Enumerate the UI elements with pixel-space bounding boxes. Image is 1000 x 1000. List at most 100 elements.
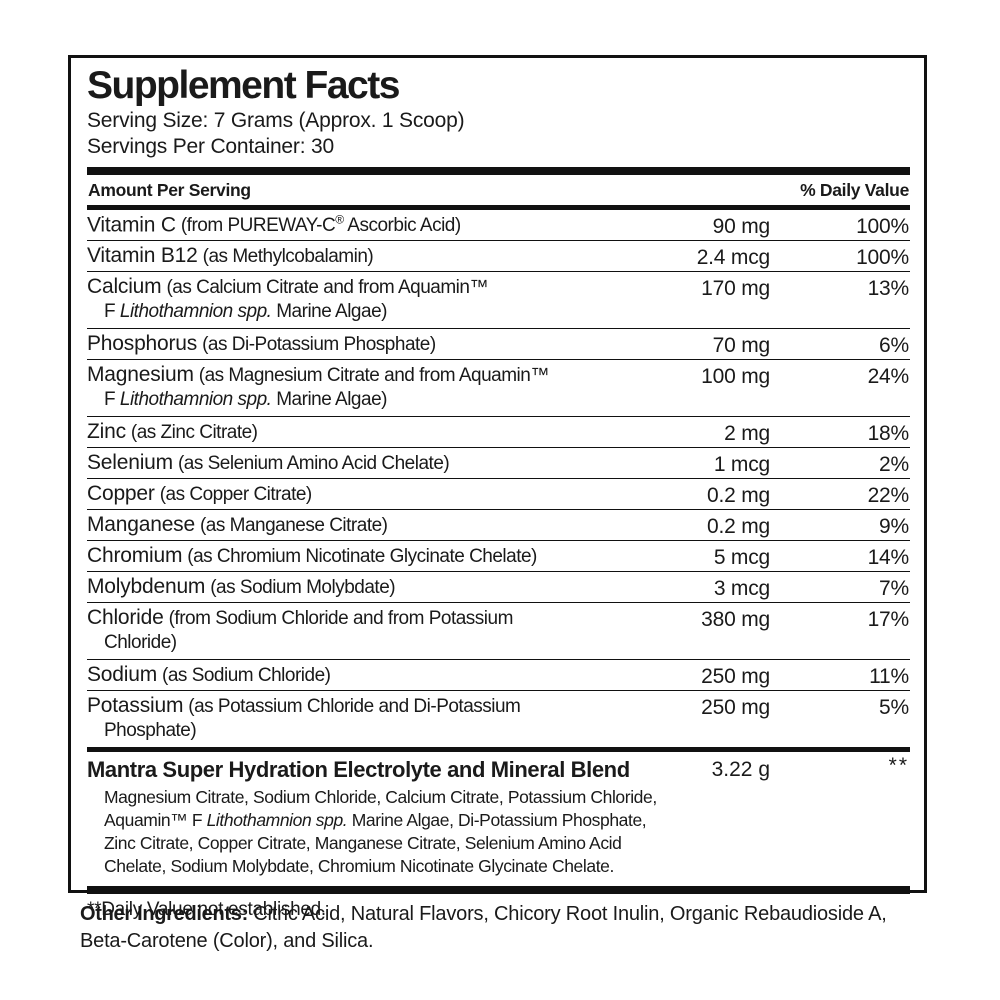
nutrient-row-manganese: Manganese (as Manganese Citrate) 0.2 mg 9…	[87, 509, 910, 540]
amount-per-serving-header: Amount Per Serving	[88, 180, 251, 200]
nutrient-name: Calcium	[87, 275, 162, 299]
nutrient-detail: (as Sodium Molybdate)	[210, 577, 396, 599]
blend-ingredient-line: Magnesium Citrate, Sodium Chloride, Calc…	[104, 787, 657, 808]
nutrient-detail-line2: Chloride)	[104, 632, 177, 654]
nutrient-detail: (as Selenium Amino Acid Chelate)	[177, 453, 450, 475]
nutrient-rows: Vitamin C (from PUREWAY-C® Ascorbic Acid)…	[87, 210, 910, 747]
nutrient-detail: (as Methylcobalamin)	[202, 246, 374, 268]
nutrient-detail: (as Sodium Chloride)	[162, 665, 331, 687]
serving-size: Serving Size: 7 Grams (Approx. 1 Scoop)	[87, 109, 465, 132]
divider-medium-blend	[87, 747, 910, 753]
blend-dv: **	[888, 754, 909, 778]
nutrient-amount: 70 mg	[712, 334, 771, 358]
nutrient-name: Manganese	[87, 513, 195, 537]
blend-ingredients: Magnesium Citrate, Sodium Chloride, Calc…	[104, 786, 910, 878]
nutrient-name: Potassium	[87, 694, 184, 718]
nutrient-row-phosphorus: Phosphorus (as Di-Potassium Phosphate) 70…	[87, 328, 910, 359]
nutrient-detail-line2: F Lithothamnion spp. Marine Algae)	[104, 301, 387, 323]
nutrient-row-selenium: Selenium (as Selenium Amino Acid Chelate)…	[87, 447, 910, 478]
other-ingredients-text: Citric Acid, Natural Flavors, Chicory Ro…	[80, 903, 887, 952]
nutrient-row-molybdenum: Molybdenum (as Sodium Molybdate) 3 mcg 7%	[87, 571, 910, 602]
daily-value-footnote: **Daily Value not established.	[87, 899, 326, 921]
nutrient-amount: 2 mg	[724, 422, 770, 446]
nutrient-dv: 24%	[867, 365, 910, 389]
nutrient-detail: (as Chromium Nicotinate Glycinate Chelat…	[187, 546, 537, 568]
nutrient-amount: 100 mg	[701, 365, 770, 389]
supplement-facts-panel: Supplement Facts Serving Size: 7 Grams (…	[68, 55, 927, 920]
nutrient-detail: (as Calcium Citrate and from Aquamin™	[166, 277, 488, 299]
nutrient-detail: (as Magnesium Citrate and from Aquamin™	[198, 365, 550, 387]
blend-name: Mantra Super Hydration Electrolyte and M…	[87, 757, 630, 783]
nutrient-dv: 22%	[867, 484, 910, 508]
nutrient-amount: 380 mg	[701, 608, 770, 632]
nutrient-dv: 14%	[867, 546, 910, 570]
nutrient-amount: 2.4 mcg	[696, 246, 771, 270]
nutrient-detail-line2: Phosphate)	[104, 720, 197, 742]
nutrient-name: Phosphorus	[87, 332, 198, 356]
nutrient-detail: (from PUREWAY-C® Ascorbic Acid)	[180, 213, 461, 237]
divider-thick-top	[87, 167, 910, 175]
nutrient-dv: 11%	[869, 665, 909, 689]
other-ingredients: Other Ingredients: Citric Acid, Natural …	[80, 901, 926, 955]
nutrient-detail: (as Potassium Chloride and Di-Potassium	[188, 696, 521, 718]
blend-ingredient-line: Zinc Citrate, Copper Citrate, Manganese …	[104, 833, 622, 854]
nutrient-name: Molybdenum	[87, 575, 206, 599]
nutrient-dv: 100%	[856, 215, 909, 238]
nutrient-detail: (from Sodium Chloride and from Potassium	[168, 608, 514, 630]
nutrient-dv: 9%	[879, 515, 909, 539]
nutrient-amount: 0.2 mg	[707, 484, 770, 508]
nutrient-detail: (as Di-Potassium Phosphate)	[202, 334, 436, 356]
nutrient-detail: (as Manganese Citrate)	[199, 515, 388, 537]
nutrient-amount: 1 mcg	[713, 453, 770, 477]
nutrient-row-vitamin-c: Vitamin C (from PUREWAY-C® Ascorbic Acid)…	[87, 210, 910, 240]
nutrient-name: Zinc	[87, 420, 126, 444]
nutrient-amount: 170 mg	[701, 277, 770, 301]
other-ingredients-label: Other Ingredients:	[80, 903, 248, 925]
nutrient-dv: 17%	[867, 608, 910, 632]
column-header-row: Amount Per Serving % Daily Value	[87, 175, 910, 205]
nutrient-row-potassium: Potassium (as Potassium Chloride and Di-P…	[87, 690, 910, 747]
nutrient-amount: 250 mg	[701, 696, 770, 720]
nutrient-amount: 0.2 mg	[707, 515, 770, 539]
nutrient-row-chloride: Chloride (from Sodium Chloride and from P…	[87, 602, 910, 659]
nutrient-name: Chromium	[87, 544, 183, 568]
nutrient-row-calcium: Calcium (as Calcium Citrate and from Aqua…	[87, 271, 910, 328]
nutrient-detail: (as Copper Citrate)	[159, 484, 313, 506]
nutrient-dv: 5%	[879, 696, 909, 720]
blend-ingredient-line: Chelate, Sodium Molybdate, Chromium Nico…	[104, 856, 614, 877]
nutrient-name: Copper	[87, 482, 155, 506]
nutrient-dv: 2%	[879, 453, 909, 477]
nutrient-dv: 7%	[879, 577, 909, 601]
nutrient-row-vitamin-b12: Vitamin B12 (as Methylcobalamin) 2.4 mcg …	[87, 240, 910, 271]
registered-mark: ®	[335, 213, 344, 227]
nutrient-amount: 5 mcg	[713, 546, 770, 570]
nutrient-amount: 3 mcg	[713, 577, 770, 601]
nutrient-detail: (as Zinc Citrate)	[130, 422, 258, 444]
nutrient-name: Chloride	[87, 606, 164, 630]
servings-per-container: Servings Per Container: 30	[87, 135, 334, 158]
blend-row: Mantra Super Hydration Electrolyte and M…	[87, 752, 910, 785]
divider-medium-header	[87, 205, 910, 210]
blend-amount: 3.22 g	[711, 758, 770, 782]
nutrient-dv: 13%	[867, 277, 910, 301]
nutrient-name: Magnesium	[87, 363, 194, 387]
supplement-facts-title: Supplement Facts	[87, 64, 400, 107]
nutrient-row-copper: Copper (as Copper Citrate) 0.2 mg 22%	[87, 478, 910, 509]
nutrient-dv: 100%	[856, 246, 909, 270]
nutrient-name: Vitamin C	[87, 213, 176, 237]
nutrient-amount: 250 mg	[701, 665, 770, 689]
daily-value-header: % Daily Value	[800, 180, 909, 200]
divider-thick-bottom	[87, 886, 910, 895]
nutrient-name: Selenium	[87, 451, 173, 475]
nutrient-name: Vitamin B12	[87, 244, 198, 268]
nutrient-dv: 6%	[879, 334, 909, 358]
nutrient-row-chromium: Chromium (as Chromium Nicotinate Glycinat…	[87, 540, 910, 571]
nutrient-amount: 90 mg	[712, 215, 771, 238]
nutrient-dv: 18%	[867, 422, 910, 446]
nutrient-row-zinc: Zinc (as Zinc Citrate) 2 mg 18%	[87, 416, 910, 447]
nutrient-detail-line2: F Lithothamnion spp. Marine Algae)	[104, 389, 387, 411]
nutrient-row-magnesium: Magnesium (as Magnesium Citrate and from …	[87, 359, 910, 416]
blend-ingredient-line: Aquamin™ F Lithothamnion spp. Marine Alg…	[104, 810, 647, 831]
nutrient-row-sodium: Sodium (as Sodium Chloride) 250 mg 11%	[87, 659, 910, 690]
nutrient-name: Sodium	[87, 663, 158, 687]
